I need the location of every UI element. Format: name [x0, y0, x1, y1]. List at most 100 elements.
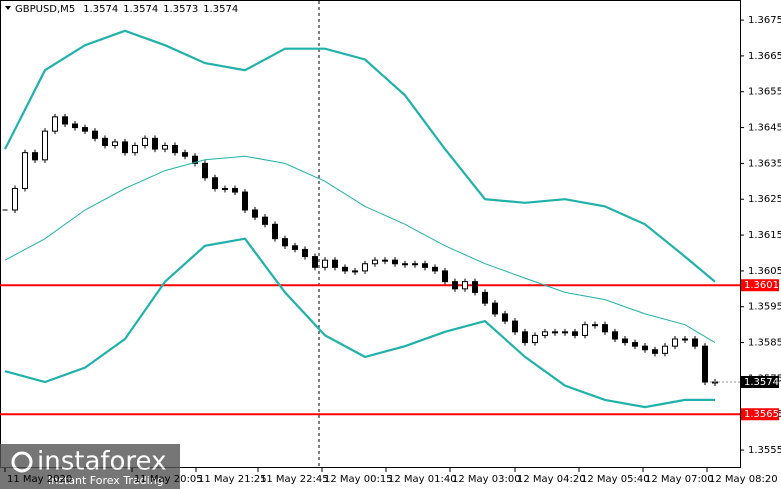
candle [492, 302, 498, 315]
candle [392, 259, 398, 265]
candle [592, 324, 598, 327]
candle [652, 349, 658, 354]
y-tick-label: 1.3615 [748, 230, 781, 241]
candle [512, 320, 518, 333]
chart-title: GBPUSD,M5 [15, 4, 75, 15]
candle [312, 256, 318, 268]
header-value: 1.3574 [83, 4, 118, 15]
candle [52, 116, 58, 132]
candle [642, 345, 648, 351]
y-tick-label: 1.3655 [748, 87, 781, 98]
candle [402, 263, 408, 266]
candle [182, 152, 188, 157]
x-tick-label: 12 May 08:20 [709, 474, 778, 485]
band-line [4, 155, 716, 344]
last-price-label: 1.3574 [744, 377, 779, 388]
candle [582, 324, 588, 336]
x-tick-label: 11 May 22:45 [260, 474, 329, 485]
y-tick-label: 1.3555 [748, 445, 781, 456]
band-line [4, 237, 715, 409]
candle [282, 238, 288, 247]
candle [672, 338, 678, 347]
level-label-bg [741, 408, 779, 421]
y-tick-label: 1.3635 [748, 158, 781, 169]
candle [412, 263, 418, 266]
candle [372, 259, 378, 265]
candle [482, 291, 488, 304]
candle [132, 144, 138, 154]
candle [72, 123, 78, 129]
y-tick-label: 1.3585 [748, 338, 781, 349]
level-label: 1.3565 [744, 409, 779, 420]
candle [162, 144, 168, 150]
candle [292, 245, 298, 250]
marks [0, 29, 740, 416]
x-tick-label: 12 May 01:40 [388, 474, 457, 485]
candle [322, 259, 328, 268]
header-value: 1.3574 [203, 4, 238, 15]
candle [472, 281, 478, 293]
candle [572, 331, 578, 336]
candle [632, 342, 638, 347]
candle [222, 187, 228, 190]
candle [62, 116, 68, 125]
candle [602, 324, 608, 333]
candle [612, 331, 618, 340]
candle [22, 152, 28, 189]
y-tick-label: 1.3665 [748, 51, 781, 62]
candle [112, 141, 118, 146]
candle [202, 162, 208, 179]
x-tick-label: 12 May 00:15 [324, 474, 393, 485]
watermark-brand: instaforex [37, 447, 166, 477]
header-arrow [5, 6, 11, 10]
y-tick-label: 1.3605 [748, 266, 781, 277]
candle [242, 191, 248, 211]
candle [352, 270, 358, 273]
plot-area [0, 0, 741, 468]
candle [92, 130, 98, 139]
candle [102, 137, 108, 146]
candle [462, 281, 468, 290]
candle [232, 187, 238, 193]
last-price-bg [741, 375, 779, 388]
candle [382, 259, 388, 262]
watermark-tagline: Instant Forex Trading [48, 474, 164, 487]
x-tick-label: 12 May 03:00 [452, 474, 521, 485]
candle [212, 177, 218, 189]
header: GBPUSD,M5 1.3574 1.3574 1.3573 1.3574 [5, 4, 238, 15]
x-tick-label: 11 May 2020 [7, 474, 72, 485]
watermark: instaforex Instant Forex Trading [0, 444, 180, 489]
candle [502, 313, 508, 322]
y-tick-label: 1.3645 [748, 123, 781, 134]
candle [702, 345, 708, 383]
candle [362, 263, 368, 272]
candle [552, 331, 558, 334]
candle [192, 155, 198, 164]
candle [122, 141, 128, 154]
y-tick-label: 1.3675 [748, 15, 781, 26]
x-tick-label: 12 May 07:00 [645, 474, 714, 485]
level-label: 1.3601 [744, 280, 779, 291]
candle [532, 334, 538, 344]
candle [262, 216, 268, 225]
candle [152, 137, 158, 150]
y-tick-label: 1.3625 [748, 194, 781, 205]
x-tick-label: 12 May 04:20 [517, 474, 586, 485]
candle [662, 345, 668, 354]
candle [432, 266, 438, 272]
watermark-logo [11, 451, 33, 473]
candle [422, 263, 428, 268]
candle [32, 152, 38, 161]
header-value: 1.3574 [123, 4, 158, 15]
candle [342, 266, 348, 272]
candle [562, 331, 568, 334]
candle [272, 223, 278, 240]
candle [452, 281, 458, 290]
x-tick-label: 11 May 21:25 [198, 474, 267, 485]
header-value: 1.3573 [163, 4, 198, 15]
candle [142, 137, 148, 146]
candle [12, 187, 18, 211]
candle [682, 338, 688, 341]
candle [42, 130, 48, 161]
